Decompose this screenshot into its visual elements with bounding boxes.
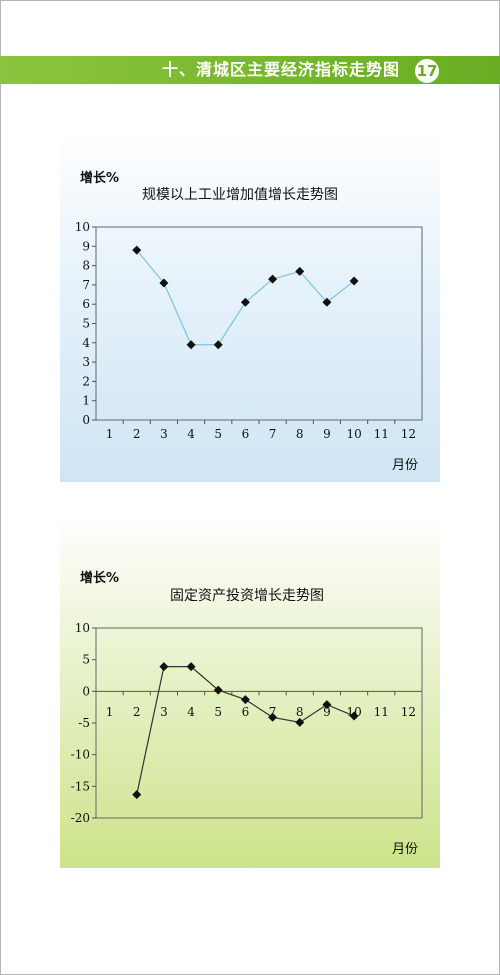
y-tick-label: 10: [75, 220, 90, 234]
y-tick-label: 10: [75, 621, 90, 635]
y-tick-label: 0: [82, 413, 90, 427]
x-tick-label: 6: [242, 705, 250, 719]
chart-panel-investment: 增长% 固定资产投资增长走势图 10 5 0 -5 -10 -15 -20 1 2 3 4 5 6 7 8 9…: [60, 515, 440, 868]
y-tick-label: 1: [82, 394, 90, 408]
plot-frame: [95, 627, 423, 819]
y-tick-label: -15: [71, 779, 90, 793]
y-tick-label: 4: [82, 336, 90, 350]
y-tick-label: -5: [78, 716, 90, 730]
y-tick-label: 5: [82, 653, 90, 667]
x-tick-label: 4: [187, 427, 195, 441]
x-tick-label: 10: [346, 427, 361, 441]
chart2-xlabel: 月份: [392, 842, 419, 857]
x-tick-label: 6: [242, 427, 250, 441]
x-tick-label: 5: [214, 705, 222, 719]
x-tick-label: 7: [269, 705, 277, 719]
x-tick-label: 1: [106, 427, 114, 441]
x-tick-label: 7: [269, 427, 277, 441]
x-tick-label: 4: [187, 705, 195, 719]
x-tick-label: 12: [401, 427, 416, 441]
x-tick-label: 3: [160, 705, 168, 719]
chart1-xlabel: 月份: [392, 458, 419, 473]
chart1-title: 规模以上工业增加值增长走势图: [142, 187, 338, 203]
y-tick-label: 0: [82, 684, 90, 698]
x-tick-label: 2: [133, 427, 141, 441]
data-point-marker: [132, 245, 142, 255]
plot-frame: [95, 226, 423, 421]
data-point-marker: [268, 712, 278, 722]
data-point-marker: [295, 717, 305, 727]
data-point-marker: [349, 276, 359, 286]
data-point-marker: [186, 662, 196, 672]
data-point-marker: [159, 662, 169, 672]
data-point-marker: [322, 297, 332, 307]
x-tick-label: 12: [401, 705, 416, 719]
chart2-ylabel: 增长%: [80, 571, 120, 586]
chart2-title: 固定资产投资增长走势图: [170, 588, 324, 604]
y-tick-label: -10: [71, 748, 90, 762]
x-tick-label: 5: [214, 427, 222, 441]
y-tick-label: 9: [82, 239, 90, 253]
page-title: 十、清城区主要经济指标走势图: [161, 60, 400, 79]
y-tick-label: 8: [82, 259, 90, 273]
data-point-marker: [268, 274, 278, 284]
y-tick-label: 3: [82, 355, 90, 369]
chart-panel-industrial: 增长% 规模以上工业增加值增长走势图 0 1 2 3 4 5 6 7 8 9 10 1 2 3 4 5 6 7 8 9…: [60, 132, 440, 482]
y-tick-label: -20: [71, 811, 90, 825]
page-number-badge: 17: [415, 59, 439, 83]
x-tick-label: 11: [374, 427, 389, 441]
x-tick-label: 11: [374, 705, 389, 719]
x-tick-label: 8: [296, 705, 304, 719]
data-point-marker: [349, 711, 359, 721]
x-tick-label: 8: [296, 427, 304, 441]
data-point-marker: [213, 340, 223, 350]
data-point-marker: [240, 297, 250, 307]
y-tick-label: 2: [82, 374, 90, 388]
data-point-marker: [132, 790, 142, 800]
x-tick-label: 3: [160, 427, 168, 441]
x-tick-label: 9: [323, 705, 331, 719]
series-line: [136, 249, 355, 346]
data-point-marker: [186, 340, 196, 350]
y-tick-label: 6: [82, 297, 90, 311]
series-line: [136, 666, 355, 795]
data-point-marker: [240, 695, 250, 705]
x-tick-label: 9: [323, 427, 331, 441]
y-tick-label: 5: [82, 317, 90, 331]
data-point-marker: [159, 278, 169, 288]
x-tick-label: 1: [106, 705, 114, 719]
data-point-marker: [295, 266, 305, 276]
data-point-marker: [213, 685, 223, 695]
data-point-marker: [322, 700, 332, 710]
x-tick-label: 2: [133, 705, 141, 719]
y-tick-label: 7: [82, 278, 90, 292]
chart1-ylabel: 增长%: [80, 171, 120, 186]
